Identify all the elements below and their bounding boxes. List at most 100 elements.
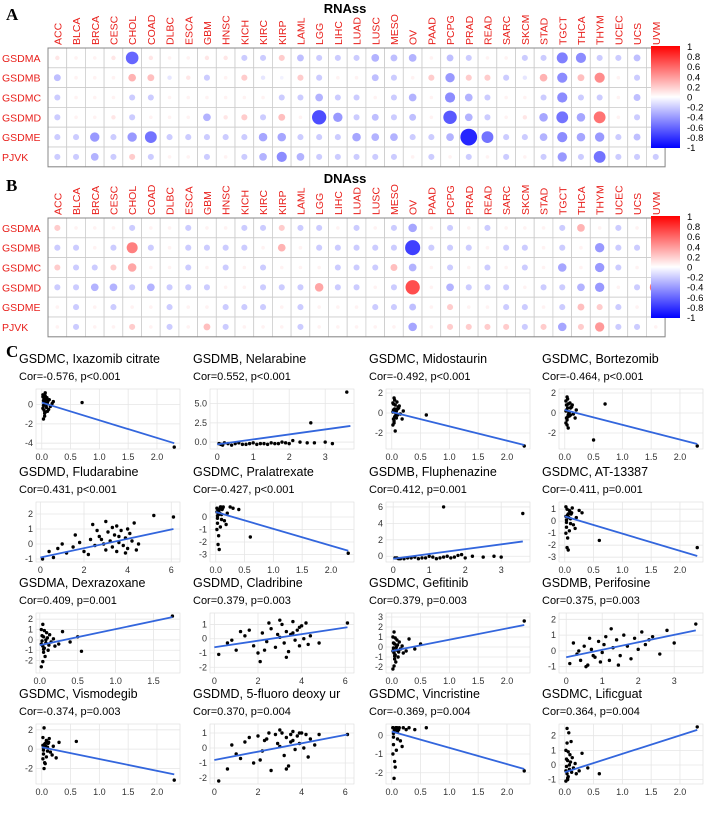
correlation-dot bbox=[111, 95, 116, 100]
data-point bbox=[132, 521, 136, 525]
data-point bbox=[82, 549, 86, 554]
data-point bbox=[291, 438, 295, 443]
correlation-dot bbox=[633, 54, 641, 62]
correlation-dot bbox=[91, 264, 98, 271]
correlation-dot bbox=[185, 224, 192, 231]
correlation-dot bbox=[278, 284, 285, 291]
data-point bbox=[47, 633, 52, 637]
correlation-dot bbox=[373, 226, 378, 230]
data-point bbox=[304, 732, 308, 737]
correlation-dot bbox=[316, 54, 323, 61]
data-point bbox=[565, 507, 569, 511]
scatter-title: GSDMC, Ixazomib citrate bbox=[19, 352, 160, 366]
correlation-dot bbox=[429, 285, 434, 290]
column-label: CHOL bbox=[127, 186, 139, 215]
correlation-dot bbox=[429, 265, 434, 270]
regression-line bbox=[391, 624, 525, 652]
correlation-dot bbox=[260, 304, 267, 311]
scatter-plot: GSDMD, Cladribine Cor=0.379, p=0.003 0 2 4 6 -… bbox=[193, 576, 355, 686]
correlation-dot bbox=[316, 134, 323, 141]
correlation-dot bbox=[315, 93, 324, 102]
correlation-dot bbox=[428, 134, 435, 141]
scatter-plot: GSDMC, Gefitinib Cor=0.379, p=0.003 0.0 0.5… bbox=[369, 576, 531, 686]
correlation-dot bbox=[73, 153, 80, 160]
data-point bbox=[50, 753, 54, 757]
data-point bbox=[392, 630, 396, 634]
data-point bbox=[564, 520, 569, 525]
correlation-dot bbox=[54, 284, 61, 291]
data-point bbox=[404, 649, 408, 653]
correlation-dot bbox=[298, 245, 303, 250]
correlation-dot bbox=[55, 305, 60, 309]
data-point bbox=[46, 648, 50, 652]
data-point bbox=[567, 763, 572, 767]
column-label: CHOL bbox=[127, 16, 139, 45]
data-point bbox=[225, 767, 230, 771]
x-tick-label: 1.0 bbox=[93, 452, 106, 462]
correlation-dot bbox=[260, 114, 267, 121]
data-point bbox=[658, 652, 662, 656]
data-point bbox=[44, 397, 48, 402]
column-label: PRAD bbox=[464, 185, 476, 215]
data-point bbox=[42, 628, 47, 633]
correlation-dot bbox=[316, 224, 323, 231]
correlation-dot bbox=[372, 153, 379, 160]
x-tick-label: 2.0 bbox=[325, 565, 338, 575]
data-point bbox=[434, 557, 439, 561]
correlation-dot bbox=[166, 304, 173, 311]
correlation-dot bbox=[465, 74, 472, 81]
data-point bbox=[597, 772, 602, 776]
data-point bbox=[570, 403, 574, 407]
data-point bbox=[568, 401, 572, 405]
regression-line bbox=[41, 401, 175, 445]
data-point bbox=[589, 647, 594, 652]
legend-tick-label: -0.2 bbox=[687, 273, 703, 284]
data-point bbox=[566, 426, 570, 430]
data-point bbox=[284, 767, 289, 771]
data-point bbox=[438, 556, 442, 560]
scatter-plot: GSDMA, Dexrazoxane Cor=0.409, p=0.001 0.0 0… bbox=[19, 576, 181, 686]
correlation-dot bbox=[223, 155, 228, 159]
data-point bbox=[445, 554, 449, 558]
row-label: GSDME bbox=[2, 302, 41, 314]
data-point bbox=[393, 765, 397, 769]
correlation-dot bbox=[241, 153, 248, 160]
correlation-dot bbox=[74, 75, 78, 80]
y-tick-label: -3 bbox=[548, 552, 556, 562]
x-tick-label: 4 bbox=[299, 787, 304, 797]
data-point bbox=[305, 441, 309, 445]
correlation-dot bbox=[261, 95, 265, 100]
x-tick-label: 0.5 bbox=[587, 565, 600, 575]
x-tick-label: 2.0 bbox=[151, 452, 164, 462]
correlation-dot bbox=[127, 132, 137, 142]
scatter-title: GSDMC, Gefitinib bbox=[369, 576, 468, 590]
x-tick-label: 0.5 bbox=[414, 452, 427, 462]
y-tick-label: 3 bbox=[378, 612, 383, 622]
correlation-dot bbox=[484, 224, 491, 231]
scatter-subtitle: Cor=-0.492, p<0.001 bbox=[369, 371, 471, 383]
column-label: KIRC bbox=[258, 189, 270, 215]
data-point bbox=[695, 725, 699, 729]
data-point bbox=[614, 638, 619, 642]
correlation-dot bbox=[594, 72, 605, 83]
correlation-dot bbox=[336, 75, 340, 80]
data-point bbox=[216, 542, 220, 547]
column-label: SARC bbox=[501, 185, 513, 215]
x-tick-label: 2.0 bbox=[501, 452, 514, 462]
x-tick-label: 0 bbox=[212, 787, 217, 797]
y-tick-label: 0 bbox=[28, 399, 33, 409]
y-tick-label: -1 bbox=[25, 554, 33, 564]
column-label: UCEC bbox=[613, 185, 625, 215]
data-point bbox=[41, 650, 46, 655]
column-label: KIRP bbox=[277, 190, 289, 215]
column-label: MESO bbox=[389, 14, 401, 45]
column-label: CESC bbox=[108, 185, 120, 215]
data-point bbox=[306, 642, 310, 647]
y-tick-label: 5.0 bbox=[194, 399, 207, 409]
correlation-dot bbox=[594, 282, 605, 292]
data-point bbox=[110, 525, 115, 530]
correlation-dot bbox=[316, 153, 323, 160]
correlation-dot bbox=[371, 133, 380, 141]
data-point bbox=[470, 554, 475, 558]
data-point bbox=[172, 778, 176, 782]
